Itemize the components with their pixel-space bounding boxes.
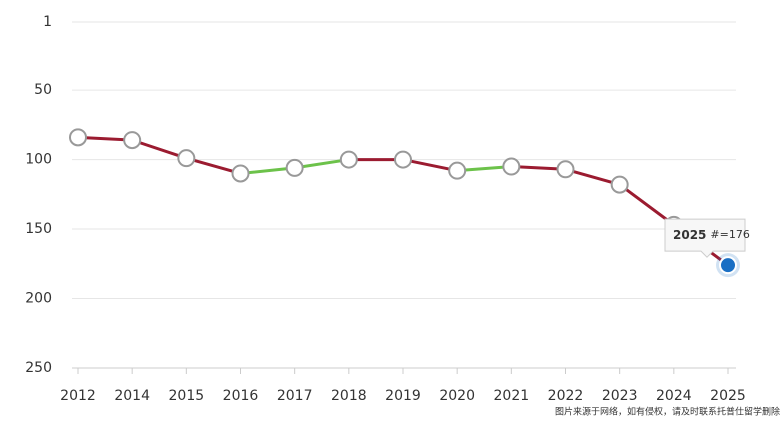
y-tick-label: 100 bbox=[25, 152, 52, 168]
watermark: 图片来源于网络，如有侵权，请及时联系托普仕留学删除 bbox=[555, 406, 780, 418]
marker bbox=[177, 149, 196, 168]
marker bbox=[394, 150, 412, 169]
line-segment bbox=[130, 138, 188, 160]
x-tick-label: 2012 bbox=[60, 388, 96, 404]
marker bbox=[231, 164, 250, 183]
marker bbox=[448, 161, 467, 180]
marker bbox=[339, 150, 358, 169]
x-tick-label: 2024 bbox=[656, 388, 692, 404]
line-segment bbox=[401, 158, 459, 173]
line-segment bbox=[455, 165, 513, 173]
x-tick-label: 2018 bbox=[331, 388, 367, 404]
marker bbox=[719, 256, 737, 275]
tooltip-part: 176 bbox=[729, 228, 750, 241]
tooltip-part: #= bbox=[710, 228, 728, 241]
marker bbox=[610, 175, 629, 194]
tooltip-text: 2025 #=176 bbox=[673, 228, 750, 242]
x-tick-label: 2019 bbox=[385, 388, 421, 404]
marker bbox=[285, 158, 304, 177]
x-tick-label: 2023 bbox=[602, 388, 638, 404]
x-tick-label: 2015 bbox=[169, 388, 205, 404]
marker bbox=[69, 128, 87, 147]
marker bbox=[502, 157, 521, 176]
marker bbox=[556, 160, 575, 179]
x-tick-label: 2020 bbox=[439, 388, 475, 404]
y-tick-label: 1 bbox=[43, 14, 52, 30]
line-segment bbox=[184, 156, 242, 175]
line-segment bbox=[293, 158, 351, 170]
tooltip: 2025 #=176 bbox=[664, 218, 750, 258]
y-tick-label: 50 bbox=[34, 82, 52, 98]
y-tick-label: 150 bbox=[25, 221, 52, 237]
tooltip-box bbox=[664, 218, 746, 258]
x-tick-label: 2016 bbox=[223, 388, 259, 404]
y-tick-label: 200 bbox=[25, 291, 52, 307]
y-tick-label: 250 bbox=[25, 360, 52, 376]
line-segment bbox=[618, 183, 676, 227]
line-segment bbox=[239, 166, 297, 175]
line-segment bbox=[509, 165, 567, 171]
line-segment bbox=[76, 135, 134, 142]
tooltip-part: 2025 bbox=[673, 228, 706, 242]
x-tick-label: 2014 bbox=[114, 388, 150, 404]
line-segment bbox=[564, 167, 622, 187]
x-tick-label: 2021 bbox=[494, 388, 530, 404]
x-tick-label: 2025 bbox=[710, 388, 746, 404]
x-tick-label: 2022 bbox=[548, 388, 584, 404]
marker bbox=[123, 131, 142, 150]
x-tick-label: 2017 bbox=[277, 388, 313, 404]
